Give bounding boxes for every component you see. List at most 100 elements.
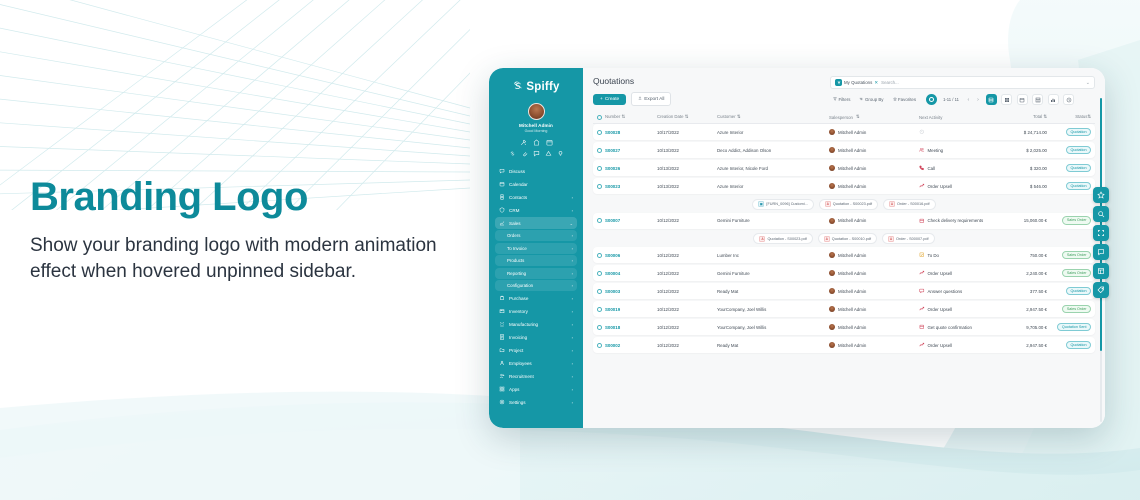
cell-number[interactable]: S00004: [605, 270, 621, 276]
sidebar-item-products[interactable]: Products ›: [495, 255, 577, 267]
remove-facet-icon[interactable]: ✕: [874, 79, 879, 85]
bulb-icon[interactable]: [557, 150, 564, 157]
search-bar[interactable]: My Quotations ✕ Search... ⌄: [830, 76, 1095, 89]
row-checkbox[interactable]: [593, 252, 605, 258]
row-checkbox[interactable]: [593, 342, 605, 348]
attachment-chip[interactable]: A Order - S00007.pdf: [882, 233, 935, 244]
chat-icon[interactable]: [533, 150, 540, 157]
view-switch-graph-view-icon[interactable]: [1047, 94, 1059, 105]
row-checkbox[interactable]: [593, 306, 605, 312]
sidebar-item-recruitment[interactable]: Recruitment ›: [495, 370, 577, 382]
cell-number[interactable]: S00002: [605, 342, 621, 348]
sidebar-item-configuration[interactable]: Configuration ›: [495, 279, 577, 291]
view-switch-kanban-view-icon[interactable]: [1001, 94, 1013, 105]
attachment-chip[interactable]: A Quotation - S00023.pdf: [818, 198, 879, 210]
avatar[interactable]: [527, 103, 545, 120]
row-checkbox[interactable]: [593, 147, 605, 153]
sidebar-item-project[interactable]: Project ›: [495, 344, 577, 356]
view-switch-pivot-view-icon[interactable]: [1032, 94, 1044, 105]
view-switch-list-view-icon[interactable]: [985, 94, 997, 105]
select-all-checkbox[interactable]: [593, 114, 605, 120]
view-switch-calendar-view-icon[interactable]: [1016, 94, 1028, 105]
column-header-creation-date[interactable]: Creation Date ⇅: [657, 114, 689, 119]
sidebar-item-manufacturing[interactable]: Manufacturing ›: [495, 318, 577, 330]
sidebar-item-to-invoice[interactable]: To Invoice ›: [495, 242, 577, 254]
row-checkbox[interactable]: [593, 218, 605, 223]
chevron-down-icon[interactable]: ⌄: [1085, 79, 1090, 86]
cell-number[interactable]: S00027: [605, 147, 621, 153]
table-row[interactable]: S00002 10/12/2022 Ready Mat Mitchell Admin O…: [593, 337, 1095, 353]
table-row[interactable]: S00004 10/12/2022 Gemini Furniture Mitchell…: [593, 265, 1095, 281]
row-checkbox[interactable]: [593, 324, 605, 330]
sidebar-item-apps[interactable]: Apps ›: [495, 383, 577, 395]
sidebar-item-discuss[interactable]: Discuss: [495, 166, 577, 178]
column-header-salesperson[interactable]: Salesperson ⇅: [829, 114, 860, 120]
sidebar-item-reporting[interactable]: Reporting ›: [495, 267, 577, 279]
sidebar-item-settings[interactable]: Settings ›: [495, 396, 577, 408]
record-count-badge[interactable]: [926, 94, 938, 105]
column-header-next-activity[interactable]: Next Activity: [919, 114, 943, 120]
home-icon[interactable]: [533, 138, 540, 146]
favorites-button[interactable]: Favorites: [890, 95, 920, 104]
column-header-customer[interactable]: Customer ⇅: [717, 114, 741, 119]
sidebar-item-sales[interactable]: Sales ⌄: [495, 217, 577, 230]
row-checkbox[interactable]: [593, 165, 605, 171]
cell-number[interactable]: S00028: [605, 129, 621, 135]
floating-star-icon[interactable]: [1093, 187, 1109, 203]
brand-logo[interactable]: Spiffy: [512, 78, 559, 96]
calendar-icon[interactable]: [546, 139, 553, 146]
search-input[interactable]: Search...: [881, 80, 899, 85]
sidebar-item-calendar[interactable]: Calendar: [495, 178, 577, 190]
column-header-status[interactable]: Status ⇅: [1075, 114, 1091, 119]
table-row[interactable]: S00006 10/12/2022 Lumber Inc Mitchell Admin…: [593, 247, 1095, 263]
column-header-total[interactable]: Total ⇅: [1033, 114, 1047, 119]
sidebar-item-inventory[interactable]: Inventory ›: [495, 305, 577, 317]
table-row[interactable]: S00023 10/13/2022 Azure Interior Mitchell A…: [593, 178, 1095, 194]
sidebar-item-invoicing[interactable]: Invoicing ›: [495, 331, 577, 343]
pager-previous-icon[interactable]: ‹: [967, 96, 970, 103]
table-row[interactable]: S00007 10/12/2022 Gemini Furniture Mitchell…: [593, 212, 1095, 229]
table-row[interactable]: S00028 10/17/2022 Azure Interior Mitchell A…: [593, 124, 1095, 140]
scrollbar-thumb[interactable]: [1100, 98, 1102, 351]
settings-tools-icon[interactable]: [520, 139, 527, 146]
table-row[interactable]: S00027 10/13/2022 Deco Addict, Addison Ols…: [593, 142, 1095, 158]
table-row[interactable]: S00026 10/13/2022 Azure Interior, Nicole F…: [593, 160, 1095, 176]
floating-fullscreen-icon[interactable]: [1093, 225, 1109, 241]
attachment-chip[interactable]: A Quotation - S00010.pdf: [817, 233, 877, 244]
cell-number[interactable]: S00007: [605, 218, 621, 223]
filters-button[interactable]: Filters: [830, 95, 853, 104]
sidebar-item-orders[interactable]: Orders ›: [495, 230, 577, 242]
link-icon[interactable]: [509, 150, 516, 157]
cell-number[interactable]: S00026: [605, 165, 621, 171]
export-all-button[interactable]: Export All: [631, 92, 672, 106]
cell-number[interactable]: S00018: [605, 324, 621, 330]
column-header-number[interactable]: Number ⇅: [605, 114, 626, 119]
floating-search-icon[interactable]: [1093, 206, 1109, 222]
attachment-chip[interactable]: A Quotation - S00023.pdf: [753, 233, 813, 244]
cell-number[interactable]: S00006: [605, 252, 621, 258]
view-switch-activity-view-icon[interactable]: [1063, 94, 1075, 105]
attachment-chip[interactable]: A Order - S00016.pdf: [883, 198, 936, 210]
cell-number[interactable]: S00019: [605, 306, 621, 312]
floating-chat-bubble-icon[interactable]: [1093, 244, 1109, 260]
cell-number[interactable]: S00003: [605, 288, 621, 294]
sidebar-item-crm[interactable]: CRM ›: [495, 204, 577, 216]
clip-icon[interactable]: [521, 150, 528, 157]
row-checkbox[interactable]: [593, 183, 605, 189]
activity-icon[interactable]: [545, 150, 552, 157]
sidebar-item-employees[interactable]: Employees ›: [495, 357, 577, 369]
floating-tag-icon[interactable]: [1093, 282, 1109, 298]
cell-number[interactable]: S00023: [605, 183, 621, 189]
table-row[interactable]: S00019 10/12/2022 YourCompany, Joel Willis…: [593, 301, 1095, 317]
row-checkbox[interactable]: [593, 288, 605, 294]
row-checkbox[interactable]: [593, 270, 605, 276]
row-checkbox[interactable]: [593, 129, 605, 135]
group-by-button[interactable]: Group By: [856, 95, 886, 104]
scrollbar[interactable]: [1100, 98, 1102, 422]
floating-layout-icon[interactable]: [1093, 263, 1109, 279]
sidebar-item-contacts[interactable]: Contacts ›: [495, 191, 577, 203]
create-button[interactable]: + Create: [593, 93, 627, 105]
sidebar-item-purchase[interactable]: Purchase ›: [495, 292, 577, 304]
attachment-chip[interactable]: ▣ [FURN_0096] Customi...: [752, 198, 814, 210]
table-row[interactable]: S00018 10/12/2022 YourCompany, Joel Willis…: [593, 319, 1095, 335]
